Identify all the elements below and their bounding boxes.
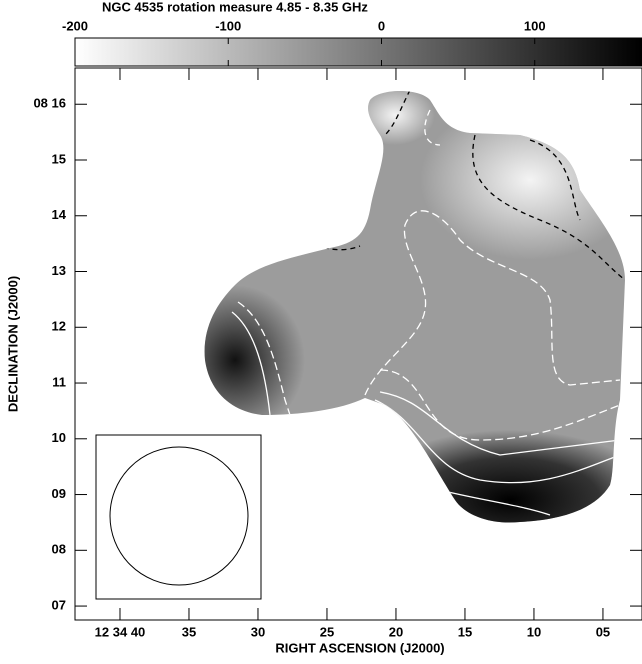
y-tick-label: 13 (52, 263, 66, 278)
y-tick-label: 12 (52, 319, 66, 334)
y-tick-label: 15 (52, 151, 66, 166)
colorbar-tick-label: 0 (378, 18, 385, 33)
beam-box (95, 434, 262, 600)
x-tick-label: 15 (458, 624, 472, 639)
x-tick-label: 35 (182, 624, 196, 639)
y-tick-label: 09 (52, 486, 66, 501)
colorbar-tick-label: -100 (215, 18, 241, 33)
x-tick-label: 30 (251, 624, 265, 639)
beam (109, 446, 249, 586)
chart-title: NGC 4535 rotation measure 4.85 - 8.35 GH… (102, 0, 368, 14)
x-tick-label: 25 (320, 624, 334, 639)
x-tick-label: 10 (527, 624, 541, 639)
x-tick-label: 05 (596, 624, 610, 639)
y-tick-label: 08 (52, 542, 66, 557)
y-tick-label: 07 (52, 597, 66, 612)
x-axis-label: RIGHT ASCENSION (J2000) (275, 640, 444, 655)
colorbar (74, 37, 642, 67)
colorbar-tick-label: 100 (524, 18, 546, 33)
colorbar-tick-label: -200 (62, 18, 88, 33)
y-tick-label: 08 16 (33, 96, 66, 111)
x-tick-label: 12 34 40 (95, 624, 146, 639)
y-axis-label: DECLINATION (J2000) (5, 276, 20, 412)
x-tick-label: 20 (389, 624, 403, 639)
plot-frame (74, 67, 642, 621)
y-tick-label: 11 (52, 374, 66, 389)
y-tick-label: 10 (52, 430, 66, 445)
y-tick-label: 14 (52, 207, 67, 222)
